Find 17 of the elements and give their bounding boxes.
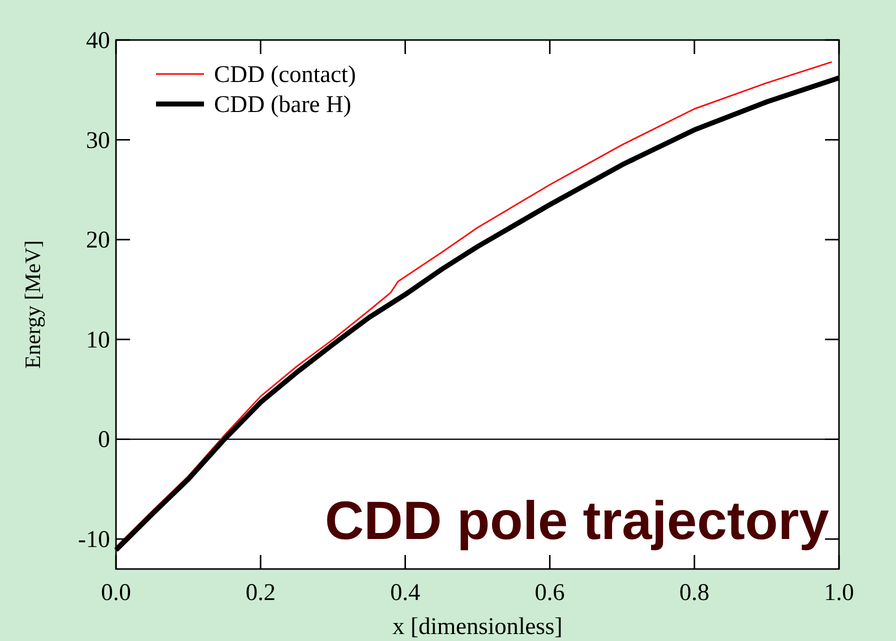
x-tick-label: 0.4 — [390, 580, 420, 606]
x-tick-label: 0.6 — [534, 580, 565, 606]
y-tick-label: -10 — [78, 527, 110, 554]
y-tick-label: 20 — [86, 228, 110, 254]
legend-label: CDD (contact) — [214, 62, 356, 88]
x-tick-label: 0.8 — [679, 580, 710, 606]
x-tick-label: 1.0 — [824, 580, 854, 606]
annotation: CDD pole trajectory — [324, 491, 829, 551]
y-axis-title: Energy [MeV] — [20, 240, 45, 369]
x-tick-label: 0.2 — [246, 580, 276, 606]
y-tick-label: 30 — [86, 128, 110, 154]
y-tick-label: 10 — [86, 327, 110, 354]
y-tick-label: 40 — [86, 28, 110, 54]
x-tick-label: 0.0 — [101, 580, 131, 606]
legend-label: CDD (bare H) — [214, 92, 352, 118]
y-tick-label: 0 — [98, 427, 110, 454]
x-axis-title: x [dimensionless] — [392, 614, 562, 640]
